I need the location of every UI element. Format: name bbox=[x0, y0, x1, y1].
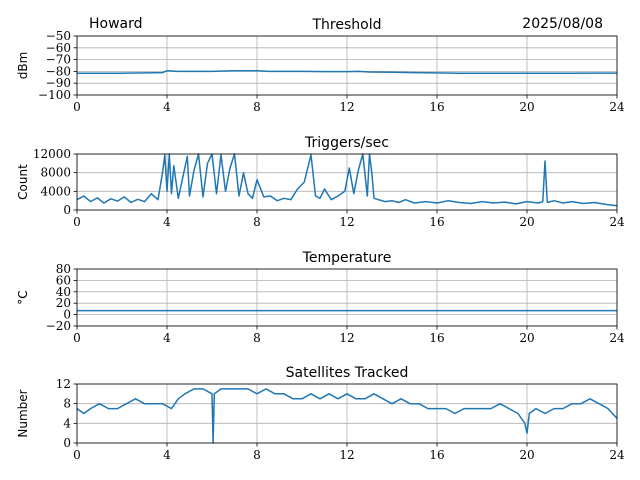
triggers-title: Triggers/sec bbox=[304, 135, 389, 151]
threshold-xtick-label-4: 16 bbox=[429, 100, 444, 114]
temperature-ytick-label-3: 40 bbox=[56, 285, 71, 299]
threshold-xtick-label-2: 8 bbox=[253, 100, 261, 114]
satellites-ytick-label-2: 8 bbox=[63, 397, 71, 411]
temperature-xtick-label-5: 20 bbox=[519, 331, 534, 345]
temperature-ytick-label-2: 20 bbox=[56, 296, 71, 310]
chart-panels: Threshold 0 4 8 12 16 20 24 −50−60−70−80−90−100 d… bbox=[16, 17, 625, 462]
triggers-xtick-label-0: 0 bbox=[73, 215, 81, 229]
satellites-xtick-label-6: 24 bbox=[609, 448, 625, 462]
threshold-ytick-label-4: −90 bbox=[46, 76, 71, 90]
temperature-xtick-label-6: 24 bbox=[609, 331, 625, 345]
satellites-ylabel: Number bbox=[16, 389, 30, 437]
threshold-xtick-label-6: 24 bbox=[609, 100, 625, 114]
threshold-ytick-label-0: −50 bbox=[46, 29, 71, 43]
threshold-ylabel: dBm bbox=[16, 52, 30, 80]
triggers-ytick-label-3: 12000 bbox=[33, 147, 71, 161]
triggers-xtick-label-2: 8 bbox=[253, 215, 261, 229]
threshold-ytick-label-1: −60 bbox=[46, 41, 71, 55]
triggers-ylabel: Count bbox=[16, 164, 30, 200]
satellites-xtick-label-5: 20 bbox=[519, 448, 534, 462]
temperature-ytick-label-5: 80 bbox=[56, 262, 71, 276]
threshold-title: Threshold bbox=[312, 17, 382, 33]
satellites-xtick-label-2: 8 bbox=[253, 448, 261, 462]
temperature-ytick-label-1: 0 bbox=[63, 308, 71, 322]
triggers-panel: Triggers/sec 0 4 8 12 16 20 24 0 4000 8000 12000Cou… bbox=[16, 135, 625, 229]
triggers-xtick-label-1: 4 bbox=[163, 215, 171, 229]
satellites-ytick-label-0: 0 bbox=[63, 436, 71, 450]
triggers-xtick-label-6: 24 bbox=[609, 215, 625, 229]
temperature-ytick-label-0: −20 bbox=[46, 319, 71, 333]
threshold-ytick-label-2: −70 bbox=[46, 53, 71, 67]
triggers-xtick-label-3: 12 bbox=[339, 215, 354, 229]
triggers-series-line-0 bbox=[76, 153, 618, 207]
threshold-ytick-label-3: −80 bbox=[46, 64, 71, 78]
triggers-xtick-label-4: 16 bbox=[429, 215, 444, 229]
threshold-xtick-label-1: 4 bbox=[163, 100, 171, 114]
threshold-panel: Threshold 0 4 8 12 16 20 24 −50−60−70−80−90−100 d… bbox=[16, 17, 625, 114]
satellites-ytick-label-1: 4 bbox=[63, 416, 71, 430]
satellites-title: Satellites Tracked bbox=[286, 365, 409, 381]
temperature-xtick-label-2: 8 bbox=[253, 331, 261, 345]
satellites-xtick-label-0: 0 bbox=[73, 448, 81, 462]
satellites-series-line-0 bbox=[76, 388, 618, 444]
temperature-xtick-label-1: 4 bbox=[163, 331, 171, 345]
temperature-ytick-label-4: 60 bbox=[56, 273, 71, 287]
satellites-xtick-label-3: 12 bbox=[339, 448, 354, 462]
triggers-ytick-label-0: 0 bbox=[63, 203, 71, 217]
triggers-ytick-label-1: 4000 bbox=[40, 184, 71, 198]
satellites-panel: Satellites Tracked 0 4 8 12 16 20 24 0 4 8 12 Number bbox=[16, 365, 625, 462]
satellites-ytick-label-3: 12 bbox=[56, 377, 71, 391]
satellites-xtick-label-1: 4 bbox=[163, 448, 171, 462]
temperature-ylabel: °C bbox=[16, 290, 30, 304]
temperature-xtick-label-0: 0 bbox=[73, 331, 81, 345]
satellites-xtick-label-4: 16 bbox=[429, 448, 444, 462]
triggers-xtick-label-5: 20 bbox=[519, 215, 534, 229]
triggers-ytick-label-2: 8000 bbox=[40, 166, 71, 180]
threshold-ytick-label-5: −100 bbox=[38, 88, 71, 102]
threshold-xtick-label-5: 20 bbox=[519, 100, 534, 114]
temperature-xtick-label-4: 16 bbox=[429, 331, 444, 345]
date-label: 2025/08/08 bbox=[522, 16, 603, 32]
threshold-xtick-label-0: 0 bbox=[73, 100, 81, 114]
temperature-title: Temperature bbox=[302, 250, 392, 266]
threshold-series-line-0 bbox=[77, 70, 617, 75]
threshold-xtick-label-3: 12 bbox=[339, 100, 354, 114]
temperature-xtick-label-3: 12 bbox=[339, 331, 354, 345]
station-label: Howard bbox=[89, 16, 143, 32]
